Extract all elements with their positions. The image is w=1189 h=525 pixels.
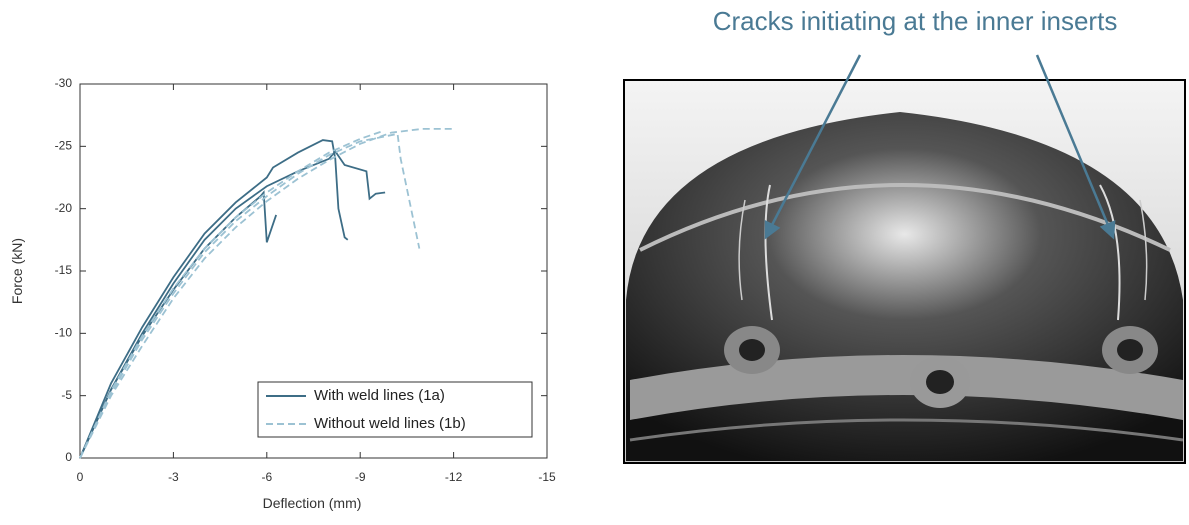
series-line [79,130,383,459]
x-tick-label: -15 [538,470,556,484]
series-line [79,139,349,459]
y-tick-label: -5 [61,388,72,402]
x-tick-label: -12 [445,470,463,484]
y-tick-label: -15 [55,263,73,277]
x-tick-label: -9 [355,470,366,484]
y-tick-label: -20 [55,201,73,215]
y-tick-label: 0 [65,450,72,464]
photo [623,79,1186,464]
annotation: Cracks initiating at the inner inserts [713,6,1118,36]
series-line [79,132,421,459]
y-tick-label: -30 [55,76,73,90]
x-tick-label: -3 [168,470,179,484]
series-line [79,190,277,459]
series-line [79,127,454,459]
y-tick-label: -10 [55,326,73,340]
annotation-arrows [764,54,1116,240]
legend [257,381,533,438]
y-axis-label: Force (kN) [9,238,25,304]
x-tick-label: -6 [261,470,272,484]
y-tick-label: -25 [55,139,73,153]
legend-label: Without weld lines (1b) [314,415,466,432]
x-axis-label: Deflection (mm) [263,495,362,511]
x-tick-label: 0 [77,470,84,484]
legend-label: With weld lines (1a) [314,387,445,404]
